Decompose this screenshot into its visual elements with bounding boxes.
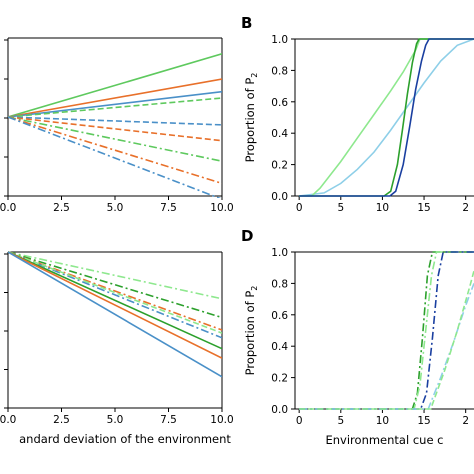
series-line-c-7 <box>8 251 222 378</box>
panel-c: 0.0 2.5 5.0 7.5 10.0 andard deviation of the … <box>0 251 234 446</box>
series-line-b-3 <box>299 38 474 197</box>
x-tick-label: 5 <box>337 415 344 427</box>
x-tick-label: 10 <box>376 415 389 427</box>
x-tick-label: 0 <box>296 415 303 427</box>
series-line-d-2 <box>299 251 474 410</box>
series-line-b-0 <box>299 38 474 197</box>
x-tick-label: 0.0 <box>0 414 16 426</box>
series-line-d-0 <box>299 251 474 410</box>
x-tick-label: 2.5 <box>53 202 70 214</box>
x-tick-label: 5 <box>337 202 344 214</box>
panel-label-d: D <box>241 227 253 245</box>
series-line-b-2 <box>299 38 474 197</box>
y-tick-label: 1.0 <box>271 247 288 259</box>
y-tick-label: 0.4 <box>271 341 288 353</box>
panel-label-b: B <box>241 14 252 32</box>
series-line-b-1 <box>299 38 474 197</box>
series-line-a-1 <box>8 78 222 118</box>
x-tick-label: 5.0 <box>107 202 124 214</box>
panel-a: 0.0 2.5 5.0 7.5 10.0 <box>0 37 234 214</box>
x-tick-label: 10.0 <box>210 414 233 426</box>
x-tick-label: 7.5 <box>160 202 177 214</box>
x-axis-label: Environmental cue c <box>326 433 444 447</box>
x-axis-label: andard deviation of the environment <box>19 432 231 446</box>
series-line-c-2 <box>8 251 222 331</box>
x-tick-label: 10 <box>376 202 389 214</box>
y-tick-label: 0.6 <box>271 97 288 109</box>
series-line-c-1 <box>8 251 222 319</box>
x-tick-label: 15 <box>417 415 430 427</box>
series-line-c-3 <box>8 251 222 339</box>
x-tick-label: 0.0 <box>0 202 16 214</box>
y-tick-label: 1.0 <box>271 34 288 46</box>
y-tick-label: 0.0 <box>271 404 288 416</box>
x-tick-label: 0 <box>296 202 303 214</box>
y-tick-label: 0.0 <box>271 191 288 203</box>
series-line-d-3 <box>299 283 474 410</box>
series-line-a-6 <box>8 116 222 162</box>
x-tick-label: 2 <box>462 415 469 427</box>
series-line-a-0 <box>8 53 222 118</box>
y-tick-label: 0.8 <box>271 65 288 77</box>
y-tick-label: 0.8 <box>271 278 288 290</box>
y-tick-label: 0.2 <box>271 160 288 172</box>
series-line-c-5 <box>8 251 222 350</box>
y-tick-label: 0.2 <box>271 373 288 385</box>
y-tick-label: 0.6 <box>271 310 288 322</box>
series-line-c-4 <box>8 251 222 334</box>
x-tick-label: 2 <box>462 202 469 214</box>
series-line-c-6 <box>8 251 222 359</box>
x-tick-label: 7.5 <box>160 414 177 426</box>
series-line-a-2 <box>8 90 222 118</box>
series-line-c-0 <box>8 251 222 300</box>
x-tick-label: 2.5 <box>53 414 70 426</box>
y-axis-label: Proportion of P2 <box>243 73 259 163</box>
y-axis-label: Proportion of P2 <box>243 286 259 376</box>
y-tick-label: 0.4 <box>271 128 288 140</box>
series-line-d-1 <box>299 251 474 410</box>
x-tick-label: 15 <box>417 202 430 214</box>
x-tick-label: 5.0 <box>107 414 124 426</box>
series-line-a-7 <box>8 116 222 185</box>
series-line-a-8 <box>8 116 222 198</box>
panel-b: 0 5 10 15 2 0.0 0.2 0.4 0.6 0.8 1.0 Proportion of P… <box>241 14 474 214</box>
panel-d: 0 5 10 15 2 0.0 0.2 0.4 0.6 0.8 1.0 Environmental c… <box>241 227 474 447</box>
x-tick-label: 10.0 <box>210 202 233 214</box>
series-line-d-4 <box>299 270 474 410</box>
